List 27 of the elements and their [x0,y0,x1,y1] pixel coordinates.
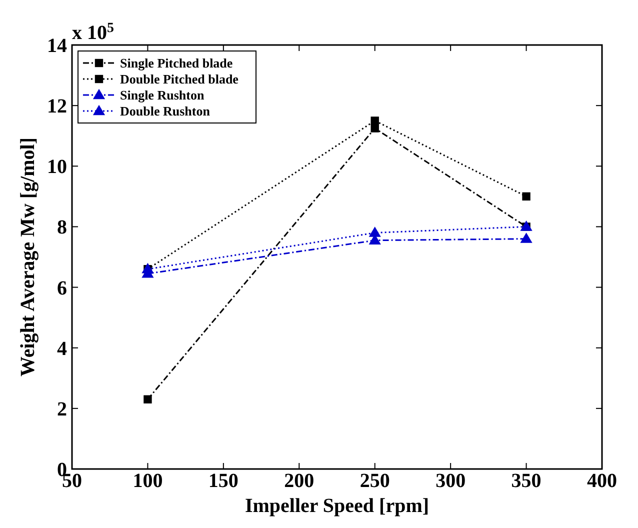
x-tick-label: 350 [511,470,542,492]
point [370,124,379,132]
x-axis-title: Impeller Speed [rpm] [244,495,430,517]
legend-label: Double Rushton [120,104,211,119]
x-tick-label: 100 [132,470,163,492]
y-tick-label: 2 [57,398,67,420]
y-tick-label: 8 [57,216,67,239]
x-tick-label: 300 [436,470,466,492]
y-tick-label: 6 [57,277,67,300]
x-tick-label: 400 [587,470,617,492]
point [369,227,380,237]
point [522,192,530,201]
point [370,116,379,125]
text: x 10$^{5}$ [72,20,114,44]
legend-label: Single Pitched blade [120,56,233,71]
point [520,233,532,243]
point [144,395,152,404]
x-tick-label: 250 [360,470,390,492]
x-tick-label: 200 [284,470,314,492]
legend-label: Single Rushton [120,88,205,103]
y-tick-label: 14 [47,35,67,57]
y-tick-label: 10 [47,156,67,178]
legend-label: Double Pitched blade [120,72,239,87]
y-tick-label: 12 [47,96,67,118]
y-axis-title: Weight Average Mw [g/mol] [17,137,39,377]
y-tick-label: 4 [57,338,67,360]
x-tick-label: 150 [208,470,238,492]
